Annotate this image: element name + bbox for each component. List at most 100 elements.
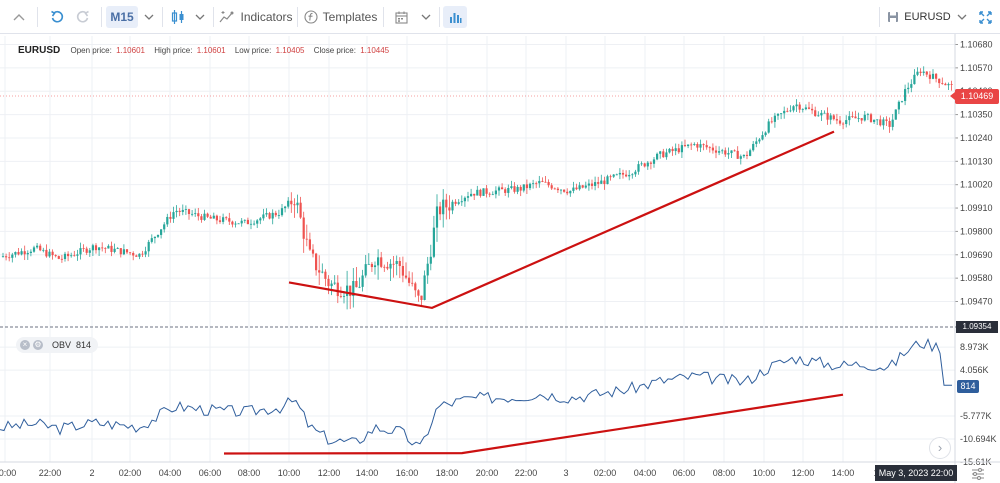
candle-body (479, 189, 482, 196)
candle-body (569, 190, 572, 194)
candle-body (705, 145, 708, 148)
chart-type-dropdown-button[interactable] (192, 0, 208, 34)
candle-body (925, 71, 928, 75)
candle-body (891, 119, 894, 127)
candle-body (916, 71, 919, 75)
candle-body (832, 115, 835, 120)
candle-body (659, 151, 662, 154)
symbol-label: EURUSD (904, 11, 951, 23)
candle-body (829, 115, 832, 120)
chart-type-button[interactable] (166, 0, 190, 34)
scroll-to-realtime-button[interactable]: › (929, 437, 951, 459)
fullscreen-button[interactable] (974, 0, 996, 34)
collapse-toolbar-button[interactable] (8, 0, 30, 34)
candle-body (566, 191, 569, 194)
candle-body (228, 218, 231, 222)
price-axis-label: 1.09910 (960, 203, 993, 213)
undo-button[interactable] (46, 0, 68, 34)
time-axis-label: 06:00 (673, 468, 696, 478)
calendar-button[interactable] (390, 0, 412, 34)
candle-body (445, 199, 448, 208)
remove-indicator-icon[interactable]: × (20, 340, 30, 350)
candle-body (191, 213, 194, 215)
candle-body (835, 119, 838, 121)
candle-body (795, 104, 798, 107)
candle-body (550, 185, 553, 189)
candle-body (606, 176, 609, 185)
candle-body (308, 239, 311, 250)
chevron-down-icon (421, 14, 431, 20)
candle-body (401, 266, 404, 276)
templates-label: Templates (322, 10, 378, 24)
candle-body (414, 283, 417, 291)
candle-body (628, 174, 631, 177)
candle-body (212, 215, 215, 219)
candle-body (745, 154, 749, 156)
obv-indicator-legend[interactable]: × ⚙ OBV 814 (16, 337, 99, 353)
candle-body (206, 213, 209, 217)
candle-body (404, 275, 408, 278)
candle-body (755, 141, 758, 144)
candle-body (773, 115, 776, 122)
candle-body (767, 121, 770, 133)
price-axis-label: 1.10130 (960, 156, 993, 166)
price-axis-label: 1.10680 (960, 39, 993, 49)
candle-body (349, 285, 352, 297)
templates-button[interactable]: Templates (303, 0, 378, 34)
legend-symbol: EURUSD (18, 45, 61, 56)
candle-body (931, 73, 935, 79)
top-toolbar: M15 Indicators Templates EURUSD (0, 0, 1000, 34)
low-price-value: 1.10405 (275, 46, 305, 55)
indicators-button[interactable]: Indicators (219, 0, 293, 34)
toolbar-divider (213, 7, 214, 27)
interval-select[interactable]: M15 (106, 6, 138, 28)
candle-body (172, 212, 175, 219)
candle-body (26, 252, 29, 255)
candle-body (581, 185, 584, 188)
candle-body (683, 145, 687, 147)
candle-body (649, 162, 652, 164)
candle-body (482, 188, 485, 196)
candle-body (656, 153, 659, 160)
volume-button[interactable] (443, 6, 467, 28)
candle-body (408, 277, 411, 283)
indicator-settings-icon[interactable]: ⚙ (33, 340, 43, 350)
candle-body (215, 215, 218, 221)
candle-body (680, 145, 683, 153)
candle-body (45, 249, 48, 257)
candle-body (256, 220, 259, 224)
candle-body (528, 183, 532, 189)
calendar-dropdown-button[interactable] (417, 0, 435, 34)
candle-body (104, 247, 107, 249)
candle-body (451, 201, 454, 211)
candle-body (801, 109, 804, 110)
candle-body (237, 223, 240, 225)
obv-line (0, 338, 952, 446)
candle-body (615, 174, 618, 176)
candle-body (23, 251, 26, 255)
candle-body (1, 256, 5, 258)
candle-body (711, 147, 714, 151)
symbol-select[interactable]: EURUSD (885, 0, 953, 34)
time-axis-label: 12:00 (318, 468, 341, 478)
redo-button[interactable] (72, 0, 94, 34)
candle-body (553, 188, 556, 190)
toolbar-divider (297, 7, 298, 27)
toolbar-divider (101, 7, 102, 27)
chart-settings-button[interactable] (971, 467, 985, 480)
candle-body (637, 164, 640, 172)
interval-dropdown-button[interactable] (140, 0, 158, 34)
candle-body (85, 248, 88, 253)
candle-body (643, 163, 646, 167)
candle-body (804, 107, 807, 110)
candle-body (944, 83, 947, 86)
time-axis-label: 12:00 (792, 468, 815, 478)
price-axis-label: 1.10570 (960, 63, 993, 73)
symbol-dropdown-button[interactable] (954, 0, 970, 34)
price-axis-label: 1.10350 (960, 110, 993, 120)
candle-body (364, 264, 367, 276)
candle-body (690, 144, 693, 146)
candle-body (547, 181, 550, 186)
candle-body (935, 73, 938, 79)
